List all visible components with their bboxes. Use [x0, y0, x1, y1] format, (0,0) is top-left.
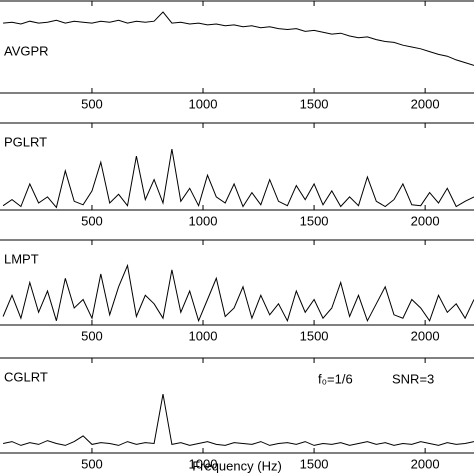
x-tick-label: 500: [81, 213, 103, 228]
x-tick-label: 1000: [189, 456, 218, 471]
x-axis-label: Frequency (Hz): [192, 458, 282, 473]
x-tick-label: 2000: [411, 96, 440, 111]
x-tick-label: 1000: [189, 213, 218, 228]
line-series: [2, 394, 474, 446]
x-tick-label: 2000: [411, 456, 440, 471]
line-series: [3, 11, 474, 66]
annotation: SNR=3: [392, 371, 434, 386]
x-tick-label: 1500: [300, 328, 329, 343]
line-series: [2, 149, 474, 209]
panel-label: CGLRT: [4, 369, 48, 384]
x-tick-label: 500: [81, 328, 103, 343]
panel-label: LMPT: [4, 251, 39, 266]
x-tick-label: 2000: [411, 213, 440, 228]
annotation: f₀=1/6: [318, 371, 353, 386]
x-tick-label: 1500: [300, 96, 329, 111]
x-tick-label: 1000: [189, 328, 218, 343]
x-tick-label: 1500: [300, 213, 329, 228]
panel-label: AVGPR: [4, 43, 49, 58]
x-tick-label: 1000: [189, 96, 218, 111]
x-tick-label: 2000: [411, 328, 440, 343]
x-tick-label: 1500: [300, 456, 329, 471]
x-tick-label: 500: [81, 456, 103, 471]
panel-label: PGLRT: [4, 134, 47, 149]
x-tick-label: 500: [81, 96, 103, 111]
line-series: [2, 263, 474, 323]
